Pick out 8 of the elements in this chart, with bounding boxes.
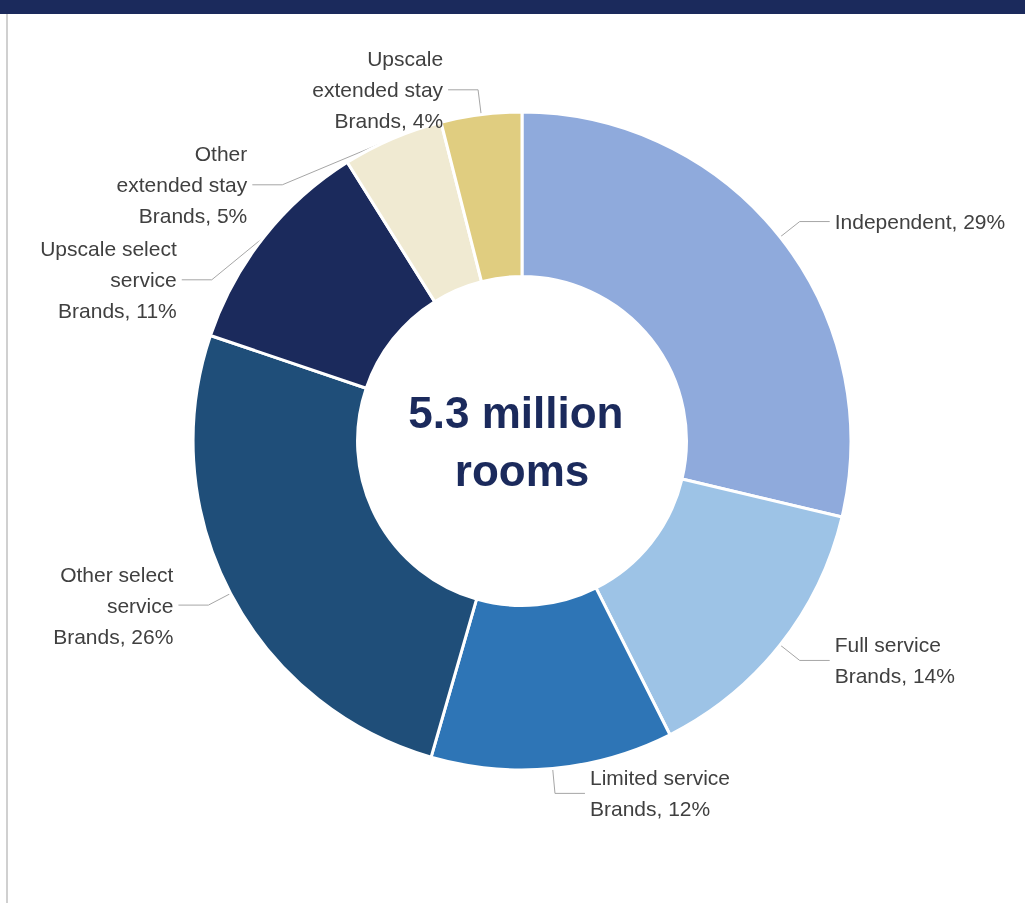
slice-label: Independent, 29% [834, 210, 1006, 234]
text: 5.3 million rooms [408, 387, 636, 495]
slice-label: Upscale select service Brands, 11% [40, 237, 177, 323]
slice-label: Full service Brands, 14% [834, 633, 955, 688]
slice-label: Limited service Brands, 12% [589, 766, 731, 821]
slice-label: Other select service Brands, 26% [53, 562, 174, 648]
slice-label: Other extended stay Brands, 5% [116, 142, 248, 228]
slice-label: Upscale extended stay Brands, 4% [312, 47, 444, 133]
